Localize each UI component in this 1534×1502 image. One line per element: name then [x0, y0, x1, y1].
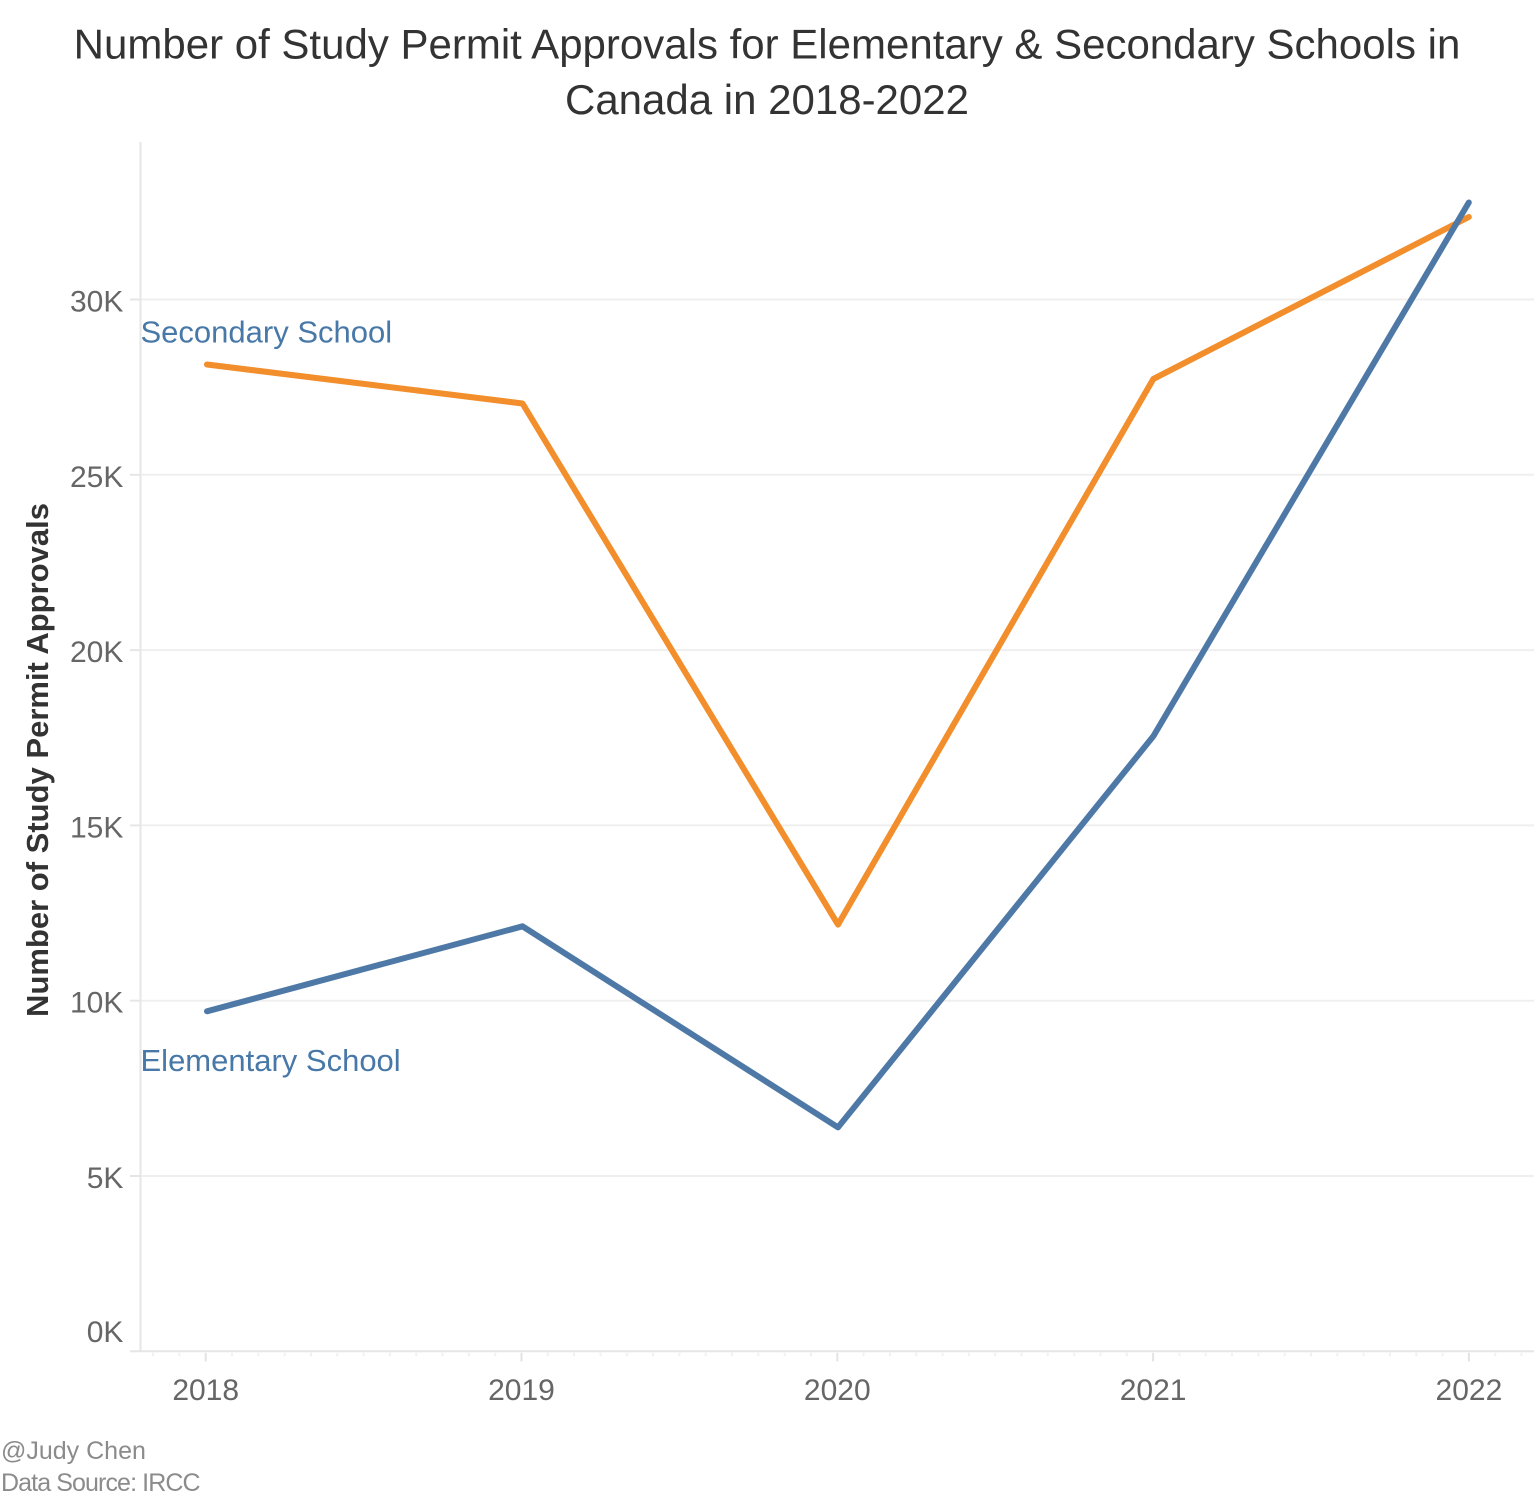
svg-text:20K: 20K: [70, 636, 123, 669]
svg-text:2018: 2018: [172, 1374, 239, 1407]
svg-text:Number of Study Permit Approva: Number of Study Permit Approvals: [20, 503, 55, 1017]
svg-text:30K: 30K: [70, 286, 123, 319]
svg-text:0K: 0K: [87, 1316, 124, 1349]
svg-text:15K: 15K: [70, 811, 123, 844]
svg-text:25K: 25K: [70, 461, 123, 494]
svg-text:Canada in 2018-2022: Canada in 2018-2022: [565, 76, 969, 123]
svg-text:10K: 10K: [70, 987, 123, 1020]
svg-text:Data Source: IRCC: Data Source: IRCC: [1, 1469, 201, 1497]
svg-text:2021: 2021: [1120, 1374, 1187, 1407]
svg-text:5K: 5K: [87, 1162, 124, 1195]
svg-text:Elementary School: Elementary School: [141, 1043, 401, 1078]
svg-text:Secondary School: Secondary School: [141, 314, 393, 349]
svg-text:2020: 2020: [804, 1374, 871, 1407]
svg-text:Number of Study Permit Approva: Number of Study Permit Approvals for Ele…: [74, 21, 1461, 68]
svg-text:2022: 2022: [1436, 1374, 1503, 1407]
svg-text:2019: 2019: [488, 1374, 555, 1407]
svg-text:@Judy Chen: @Judy Chen: [1, 1437, 146, 1465]
